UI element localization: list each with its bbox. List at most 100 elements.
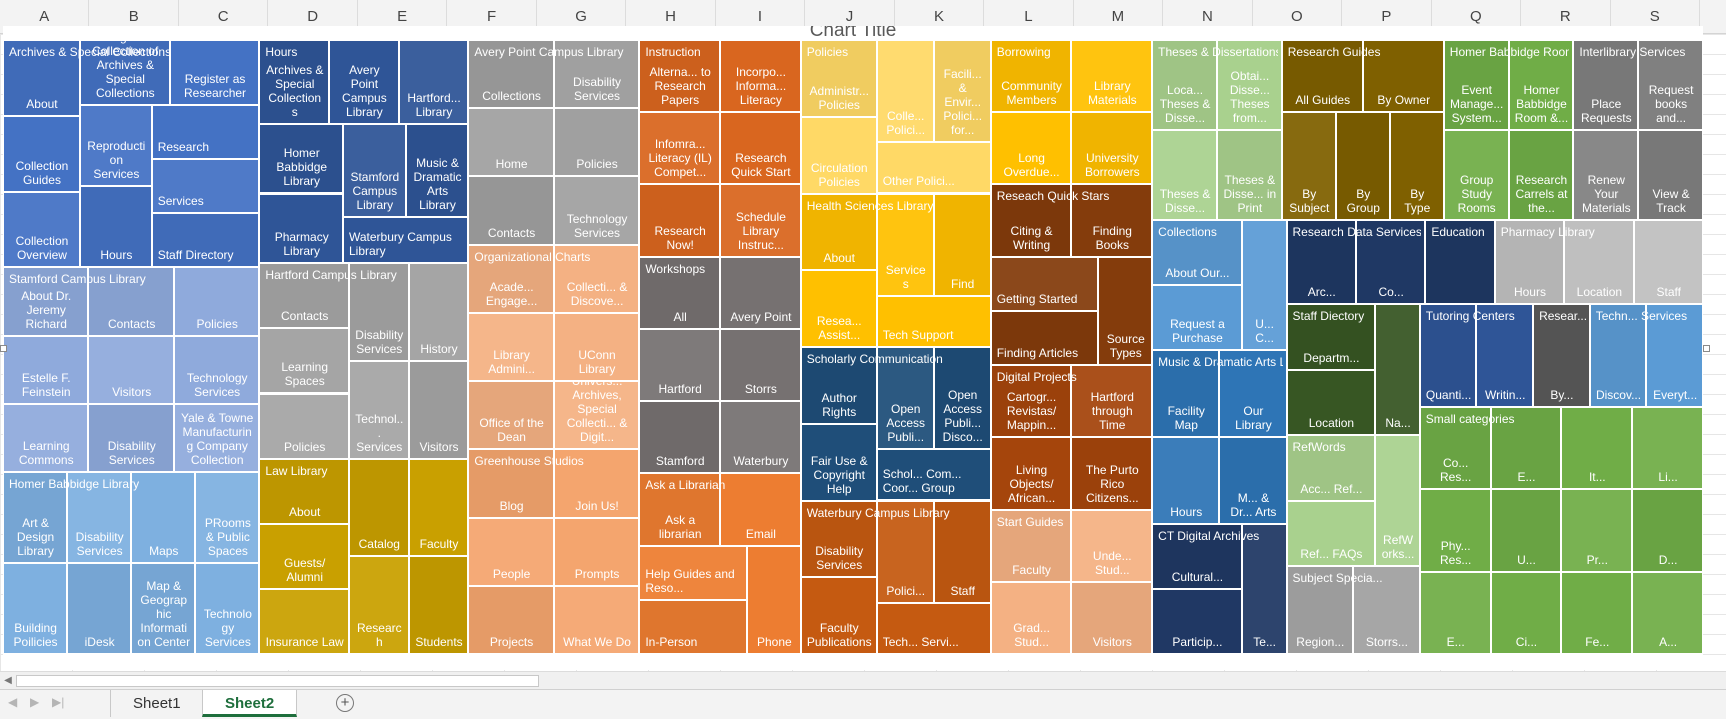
treemap-tile[interactable] (1426, 220, 1494, 303)
treemap-tile[interactable]: People (469, 518, 553, 585)
treemap-tile[interactable]: Alterna... to Research Papers (640, 41, 720, 112)
treemap-group-avery-point-campus-library[interactable]: Collections Disability Services Home Contac… (468, 40, 639, 245)
treemap-group-collections[interactable]: About Our... Request a Purchase U... C... C… (1152, 220, 1286, 350)
treemap-tile[interactable]: Digital Collection of Archives & Special… (80, 41, 169, 104)
treemap-group-ask-a-librarian[interactable]: Ask a librarian Email Help Guides and Reso… (639, 473, 800, 654)
treemap-tile[interactable]: Disability Services (89, 404, 173, 472)
treemap-tile[interactable]: Research Now! (640, 185, 720, 256)
treemap-tile[interactable]: Administr... Policies (801, 41, 876, 116)
treemap-tile[interactable]: Avery Point (721, 257, 800, 328)
treemap-tile[interactable]: Citing & Writing (991, 185, 1071, 256)
treemap-chart[interactable]: Chart Title About Collection Guides Collec… (3, 26, 1703, 670)
treemap-tile[interactable]: Catalog (349, 459, 408, 556)
treemap-tile[interactable]: Waterbury Campus Library (343, 217, 468, 263)
treemap-group-organizational-charts[interactable]: Acade... Engage... Collecti... & Discove.… (468, 245, 639, 450)
treemap-tile[interactable]: Storrs (721, 329, 800, 401)
treemap-group-interlibrary-services[interactable]: Place Requests Request books and... Renew … (1573, 40, 1703, 220)
treemap-tile[interactable]: Register as Researcher (170, 41, 259, 104)
treemap-tile[interactable]: E... (1420, 572, 1490, 653)
treemap-tile[interactable]: Homer Babbidge Room &... (1509, 41, 1573, 129)
treemap-tile[interactable]: Particip... (1153, 589, 1241, 653)
treemap-tile[interactable]: Theses & Disse... (1153, 130, 1216, 219)
treemap-tile[interactable]: Loca... Theses & Disse... (1153, 41, 1216, 129)
treemap-tile[interactable]: Open Access Publi... (877, 348, 933, 449)
treemap-tile[interactable]: Our Library (1220, 351, 1286, 436)
treemap-group-stamford-campus-library[interactable]: About Dr. Jeremy Richard Estelle F. Feins… (3, 267, 259, 472)
treemap-group-techn-services[interactable]: Discov... Everyt... Techn... Services (1590, 304, 1703, 407)
treemap-tile[interactable]: Map & Geographic Information Center (132, 564, 195, 653)
treemap-tile[interactable]: Author Rights (801, 348, 876, 423)
column-letter-n[interactable]: N (1163, 0, 1253, 33)
treemap-tile[interactable]: Stamford Campus Library (343, 124, 405, 216)
treemap-group-research-data-services[interactable]: Arc... Co... Research Data Services (1287, 220, 1426, 304)
treemap-tile[interactable]: Long Overdue... (991, 113, 1071, 184)
treemap-tile[interactable]: Incorpo... Informa... Literacy (721, 41, 800, 112)
treemap-tile[interactable]: Theses & Disse... in Print (1217, 130, 1281, 219)
treemap-group-law-library[interactable]: About Guests/ Alumni Insurance Law Catalog F… (259, 459, 468, 654)
treemap-group-workshops[interactable]: All Avery Point Hartford Stamford Storrs Wate… (639, 257, 800, 474)
treemap-tile[interactable]: Music & Dramatic Arts Library (406, 124, 468, 216)
treemap-tile[interactable]: Community Members (991, 41, 1071, 112)
sheet-tab-sheet2[interactable]: Sheet2 (202, 690, 298, 717)
treemap-tile[interactable]: Avery Point Campus Library (330, 41, 398, 123)
treemap-tile[interactable]: About (4, 41, 79, 115)
treemap-tile[interactable]: The Purto Rico Citizens... (1072, 438, 1152, 509)
treemap-tile[interactable]: Co... (1356, 220, 1425, 303)
treemap-tile[interactable]: M... & Dr... Arts (1220, 437, 1286, 523)
treemap-tile[interactable]: Location (1287, 370, 1375, 435)
treemap-tile[interactable]: It... (1562, 407, 1632, 489)
column-letter-f[interactable]: F (447, 0, 537, 33)
treemap-group-education[interactable]: Education (1425, 220, 1494, 304)
treemap-tile[interactable]: Discov... (1590, 304, 1646, 406)
treemap-tile[interactable]: Open Access Publi... Disco... (934, 348, 990, 449)
treemap-group-tutoring-centers[interactable]: Quanti... Writin... Tutoring Centers (1420, 304, 1533, 407)
treemap-tile[interactable]: RefWorks... (1376, 436, 1419, 566)
treemap-tile[interactable]: About Dr. Jeremy Richard (4, 268, 88, 335)
treemap-tile[interactable]: Services (152, 160, 259, 213)
treemap-tile[interactable]: Waterbury (721, 402, 800, 473)
treemap-tile[interactable]: Other Polici... (877, 143, 990, 193)
treemap-tile[interactable]: A... (1633, 572, 1702, 653)
column-letter-m[interactable]: M (1074, 0, 1164, 33)
treemap-tile[interactable]: By Owner (1363, 41, 1443, 111)
treemap-tile[interactable]: Contacts (89, 268, 173, 335)
column-letter-s[interactable]: S (1611, 0, 1700, 33)
treemap-group-theses-dissertations[interactable]: Loca... Theses & Disse... Obtai... Disse.… (1152, 40, 1282, 220)
treemap-tile[interactable]: Tech... Servi... (877, 603, 990, 653)
treemap-tile[interactable]: Getting Started (991, 257, 1098, 310)
treemap-tile[interactable]: Technol... Services (349, 361, 408, 458)
treemap-tile[interactable]: Homer Babbidge Library (260, 124, 342, 193)
treemap-group-health-sciences-library[interactable]: About Resea... Assist... Services Find Tech … (801, 194, 991, 348)
treemap-tile[interactable]: View & Track (1639, 130, 1702, 219)
treemap-group-archives-special-collections[interactable]: About Collection Guides Collection Overvie… (3, 40, 259, 267)
treemap-tile[interactable]: Policies (174, 268, 259, 335)
treemap-group-pharmacy-library[interactable]: Hours Location Staff Pharmacy Library (1495, 220, 1703, 304)
treemap-tile[interactable]: D... (1633, 490, 1702, 571)
treemap-tile[interactable]: Disability Services (68, 473, 131, 563)
treemap-tile[interactable]: Writin... (1477, 304, 1533, 406)
treemap-tile[interactable]: Facility Map (1153, 351, 1219, 436)
treemap-tile[interactable]: Collection Overview (4, 192, 79, 267)
treemap-group-subject-specia[interactable]: Region... Storrs... Subject Specia... (1287, 566, 1420, 654)
treemap-tile[interactable]: Request a Purchase (1153, 286, 1241, 350)
treemap-tile[interactable]: Collections (469, 41, 553, 108)
treemap-tile[interactable]: Find (934, 194, 990, 295)
treemap-tile[interactable]: Join Us! (554, 450, 639, 517)
treemap-tile[interactable]: Email (721, 474, 800, 545)
treemap-tile[interactable]: Learning Spaces (260, 329, 348, 393)
treemap-tile[interactable]: Research Carrels at the... (1509, 130, 1573, 219)
treemap-group-hours[interactable]: Archives & Special Collections Avery Poin… (259, 40, 468, 263)
sheet-nav-prev-icon[interactable]: ◀ (8, 695, 18, 709)
treemap-tile[interactable]: Finding Articles (991, 311, 1098, 365)
treemap-group-digital-projects[interactable]: Cartogr... Revistas/ Mappin... Living Obj… (991, 365, 1152, 509)
treemap-group-refwords[interactable]: Acc... Ref... Ref... FAQs RefWorks... RefWo… (1287, 435, 1420, 566)
treemap-tile[interactable]: Contacts (469, 177, 553, 244)
horizontal-scrollbar[interactable]: ◀ (0, 671, 1726, 690)
treemap-tile[interactable]: Prompts (554, 518, 639, 585)
treemap-tile[interactable]: Faculty (991, 510, 1071, 581)
treemap-tile[interactable]: Stamford (640, 402, 720, 473)
treemap-tile[interactable]: Services (877, 194, 933, 295)
treemap-tile[interactable]: Polici... (877, 501, 933, 602)
treemap-tile[interactable]: Research Quick Start (721, 113, 800, 184)
treemap-tile[interactable]: Finding Books (1072, 185, 1152, 256)
